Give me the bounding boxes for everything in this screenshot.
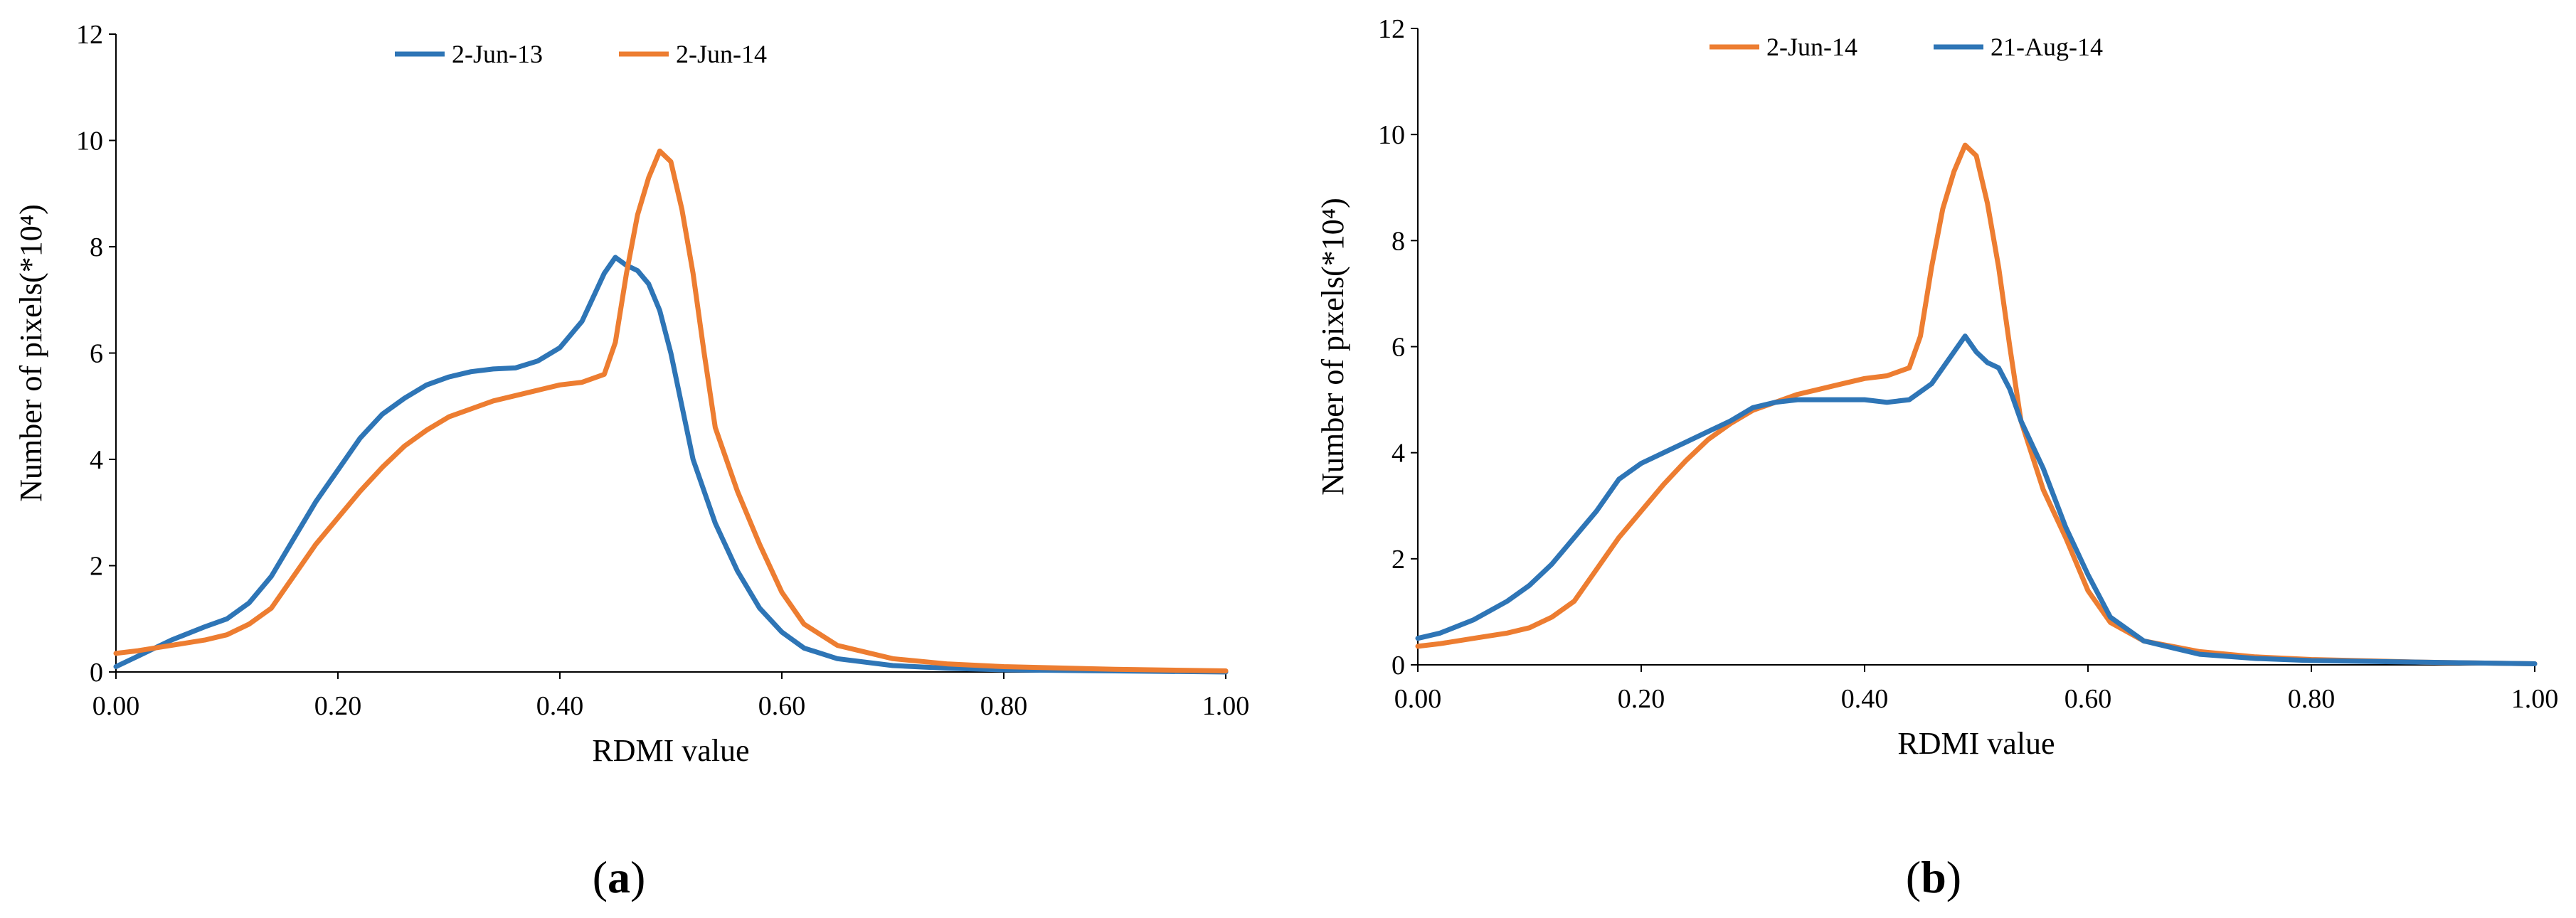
panel-label: (b) [1906, 852, 1961, 902]
legend-label: 21-Aug-14 [1991, 33, 2103, 61]
x-tick-label: 0.40 [536, 691, 584, 721]
x-tick-label: 0.20 [314, 691, 362, 721]
x-tick-label: 1.00 [1202, 691, 1250, 721]
x-tick-label: 0.00 [92, 691, 140, 721]
y-tick-label: 2 [90, 552, 103, 582]
legend-label: 2-Jun-14 [676, 40, 767, 68]
chart-panel-b: 0.00 0.20 0.40 0.60 0.80 1.00 0 2 4 6 8 10 12 RDMI va… [1315, 14, 2558, 902]
y-tick-label: 0 [1392, 651, 1405, 681]
y-tick-label: 8 [90, 233, 103, 262]
y-tick-label: 10 [76, 127, 103, 156]
x-tick-label: 1.00 [2511, 684, 2559, 714]
y-tick-label: 0 [90, 658, 103, 688]
legend-label: 2-Jun-13 [452, 40, 543, 68]
panel-label: (a) [593, 852, 646, 902]
series-line-2-jun-14 [1415, 142, 2538, 666]
x-tick-label: 0.40 [1841, 684, 1889, 714]
y-tick-label: 2 [1392, 545, 1405, 575]
y-tick-label: 12 [1378, 14, 1405, 44]
y-tick-label: 6 [1392, 333, 1405, 363]
x-tick-label: 0.60 [2064, 684, 2112, 714]
y-tick-label: 4 [90, 445, 103, 475]
legend-label: 2-Jun-14 [1766, 33, 1857, 61]
x-tick-label: 0.00 [1394, 684, 1442, 714]
x-tick-label: 0.80 [2288, 684, 2336, 714]
x-tick-label: 0.20 [1618, 684, 1665, 714]
x-tick-label: 0.80 [980, 691, 1028, 721]
legend: 2-Jun-14 21-Aug-14 [1710, 33, 2103, 61]
x-tick-label: 0.60 [758, 691, 806, 721]
x-axis-label: RDMI value [592, 733, 749, 768]
y-axis-label: Number of pixels(*10⁴) [1315, 198, 1350, 496]
y-axis-label: Number of pixels(*10⁴) [14, 204, 48, 502]
series-line-21-aug-14 [1415, 333, 2538, 666]
legend: 2-Jun-13 2-Jun-14 [395, 40, 767, 68]
x-axis-label: RDMI value [1897, 726, 2055, 761]
series-line-2-jun-14 [113, 148, 1229, 673]
y-tick-label: 12 [76, 20, 103, 50]
y-tick-label: 4 [1392, 439, 1405, 469]
chart-panel-a: 0.00 0.20 0.40 0.60 0.80 1.00 0 2 4 6 8 10 12 RDMI va… [14, 20, 1249, 902]
y-tick-label: 8 [1392, 226, 1405, 256]
y-tick-label: 10 [1378, 120, 1405, 150]
y-tick-label: 6 [90, 339, 103, 369]
series-line-2-jun-13 [113, 255, 1229, 675]
